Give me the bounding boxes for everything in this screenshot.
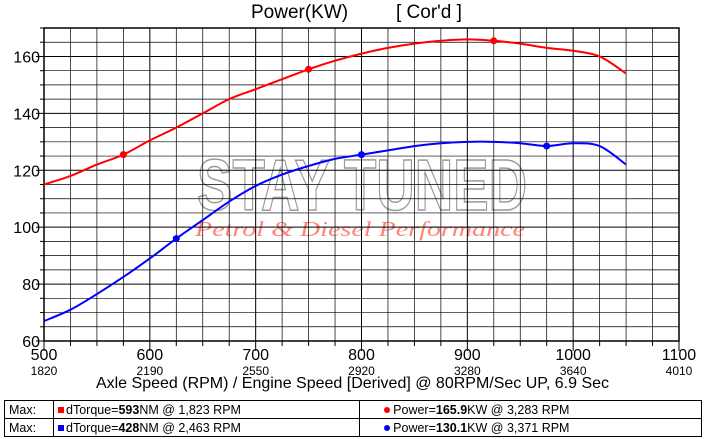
torque-value: 428 [118, 420, 140, 435]
series-marker-blue [358, 151, 365, 159]
y-tick-label: 100 [13, 220, 40, 237]
engine-rpm-tick-label: 1820 [31, 364, 58, 375]
red-dot-icon [384, 406, 391, 413]
power-rest: KW @ 3,371 RPM [467, 420, 570, 435]
x-tick-label: 1100 [662, 347, 697, 364]
x-tick-label: 800 [348, 347, 375, 364]
red-square-icon [58, 406, 64, 413]
y-tick-label: 60 [22, 334, 40, 351]
y-tick-label: 120 [13, 163, 40, 180]
engine-rpm-tick-label: 2920 [348, 364, 375, 375]
watermark-tagline: Petrol & Diesel Performance [194, 217, 525, 241]
power-label: Power= [393, 420, 436, 435]
chart-title: Power(KW) [251, 2, 349, 23]
engine-rpm-tick-label: 3640 [560, 364, 587, 375]
row-tag: Max: [4, 418, 54, 437]
power-value: 130.1 [435, 420, 468, 435]
power-cell: Power=130.1KW @ 3,371 RPM [359, 418, 702, 437]
series-markers [119, 37, 551, 243]
max-summary-table: Max: dTorque=593NM @ 1,823 RPM Power=165… [4, 400, 702, 437]
series-line-blue [43, 140, 627, 323]
blue-square-icon [58, 424, 64, 431]
correction-note: [ Cor'd ] [396, 2, 462, 23]
power-value: 165.9 [435, 402, 468, 417]
series-marker-blue [172, 235, 180, 243]
engine-rpm-tick-label: 4010 [666, 364, 693, 375]
y-tick-label: 140 [13, 106, 40, 123]
row-tag: Max: [4, 400, 54, 419]
engine-rpm-tick-label: 3280 [454, 364, 481, 375]
y-tick-label: 80 [22, 277, 40, 294]
power-cell: Power=165.9KW @ 3,283 RPM [359, 400, 702, 419]
x-tick-label: 600 [136, 347, 163, 364]
torque-cell: dTorque=428NM @ 2,463 RPM [52, 418, 361, 437]
power-chart: STAY TUNED Petrol & Diesel Performance 6… [13, 27, 697, 375]
engine-rpm-tick-label: 2550 [242, 364, 269, 375]
series-marker-blue [543, 142, 551, 150]
x-tick-label: 900 [454, 347, 481, 364]
torque-rest: NM @ 1,823 RPM [139, 402, 241, 417]
torque-cell: dTorque=593NM @ 1,823 RPM [52, 400, 361, 419]
x-tick-label: 500 [31, 347, 58, 364]
engine-rpm-tick-label: 2190 [136, 364, 163, 375]
series-marker-red [119, 151, 127, 159]
summary-row-red: Max: dTorque=593NM @ 1,823 RPM Power=165… [4, 400, 702, 419]
torque-value: 593 [118, 402, 140, 417]
blue-dot-icon [384, 424, 391, 431]
torque-label: dTorque= [66, 402, 119, 417]
power-rest: KW @ 3,283 RPM [467, 402, 570, 417]
x-axis-label: Axle Speed (RPM) / Engine Speed [Derived… [95, 375, 610, 392]
x-tick-label: 700 [242, 347, 269, 364]
y-tick-label: 160 [13, 49, 40, 66]
grid [43, 27, 680, 342]
series-line-red [43, 38, 627, 186]
summary-row-blue: Max: dTorque=428NM @ 2,463 RPM Power=130… [4, 418, 702, 437]
series-lines [43, 38, 627, 323]
series-marker-red [490, 37, 498, 45]
series-marker-red [305, 65, 313, 73]
x-tick-label: 1000 [555, 347, 591, 364]
torque-rest: NM @ 2,463 RPM [139, 420, 241, 435]
power-label: Power= [393, 402, 436, 417]
torque-label: dTorque= [66, 420, 119, 435]
